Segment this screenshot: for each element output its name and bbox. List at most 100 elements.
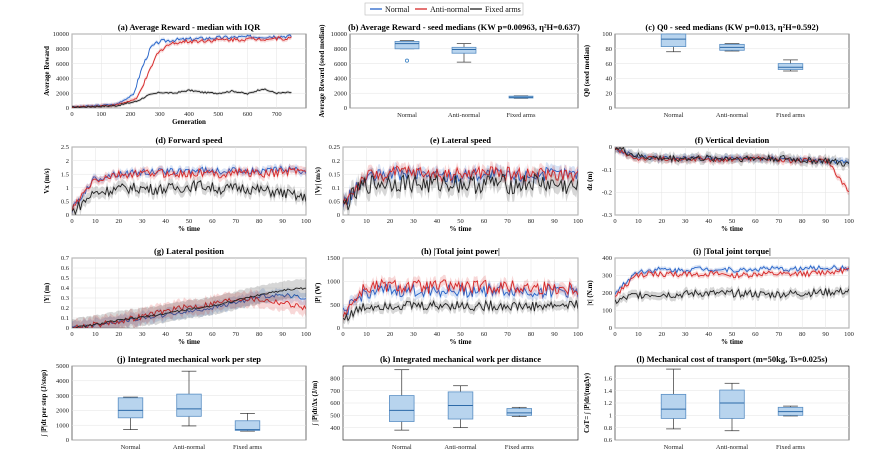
outlier-point <box>404 58 409 63</box>
x-axis-label: % time <box>178 338 200 346</box>
iqr-band-anti-normal <box>343 160 578 211</box>
ytick-label: 0.5 <box>61 275 69 282</box>
series-group-e <box>343 160 578 215</box>
box-fixed-arms <box>234 413 261 432</box>
iqr-band-normal <box>343 279 578 320</box>
iqr-band-anti-normal <box>72 163 306 215</box>
category-label: Fixed arms <box>505 444 535 451</box>
panel-title: (a) Average Reward - median with IQR <box>118 22 261 32</box>
ytick-label: 1000 <box>56 422 69 429</box>
xtick-label: 70 <box>233 331 240 338</box>
box-fixed-arms <box>777 59 804 72</box>
xtick-label: 10 <box>92 331 99 338</box>
ytick-label: 3000 <box>56 393 69 400</box>
category-label: Fixed arms <box>233 444 263 451</box>
xtick-label: 700 <box>272 111 282 118</box>
ytick-label: 2000 <box>334 90 347 97</box>
xtick-label: 600 <box>243 111 253 118</box>
x-axis-label: % time <box>450 338 472 346</box>
ytick-label: 0.05 <box>329 199 340 206</box>
category-label: Fixed arms <box>506 112 536 119</box>
ytick-label: 0 <box>66 325 69 332</box>
xtick-label: 70 <box>504 331 511 338</box>
ytick-label: 0.15 <box>329 171 340 178</box>
series-line-fixed-arms <box>72 179 306 215</box>
y-axis-label: Q0 (seed median) <box>583 44 591 97</box>
xtick-label: 0 <box>613 218 616 225</box>
ytick-label: 200 <box>602 290 612 297</box>
xtick-label: 10 <box>363 331 370 338</box>
legend-label-2: Fixed arms <box>485 5 521 14</box>
category-label: Fixed arms <box>776 444 806 451</box>
box-normal <box>660 33 687 53</box>
xtick-label: 20 <box>659 331 666 338</box>
panel-l: 0.6 0.8 1 1.2 1.4 1.6 Normal Anti-normal Fixed a… <box>583 354 850 451</box>
box-iqr <box>389 395 415 422</box>
panel-j: 0 1000 2000 3000 4000 5000 Normal Anti-normal Fi… <box>40 354 307 451</box>
ytick-label: 1500 <box>327 255 340 262</box>
xtick-label: 90 <box>822 218 829 225</box>
panel-title: (h) |Total joint power| <box>421 246 500 256</box>
ytick-label: -0.1 <box>602 167 612 174</box>
category-label: Anti-normal <box>716 444 748 451</box>
xtick-label: 60 <box>752 331 759 338</box>
iqr-band-normal <box>343 162 578 213</box>
xtick-label: 10 <box>92 218 99 225</box>
box-normal <box>394 40 420 63</box>
ytick-label: 40 <box>606 76 613 83</box>
ytick-label: 0.6 <box>604 437 613 444</box>
series-line-fixed-arms <box>615 147 849 167</box>
series-line-anti-normal <box>615 147 849 193</box>
xtick-label: 100 <box>301 331 311 338</box>
ytick-label: 0.1 <box>61 315 69 322</box>
category-label: Normal <box>392 444 412 451</box>
y-axis-label: |τ| (N.m) <box>586 280 594 306</box>
ytick-label: 0 <box>337 212 340 219</box>
xtick-label: 50 <box>729 331 736 338</box>
box-iqr <box>660 33 687 47</box>
ytick-label: 4000 <box>56 378 69 385</box>
category-label: Anti-normal <box>444 444 476 451</box>
box-iqr <box>777 63 804 70</box>
xtick-label: 300 <box>155 111 165 118</box>
panel-title: (e) Lateral speed <box>430 135 491 145</box>
box-iqr <box>117 397 144 419</box>
legend: Normal Anti-normal Fixed arms <box>364 2 524 16</box>
series-line-fixed-arms <box>343 173 578 211</box>
category-label: Normal <box>664 444 684 451</box>
box-iqr <box>451 46 477 54</box>
series-line-anti-normal <box>343 278 578 318</box>
panel-k: 400 500 600 700 800 Normal Anti-normal Fixed ar… <box>311 354 579 451</box>
iqr-band-anti-normal <box>343 274 578 323</box>
series-line-fixed-arms <box>72 88 292 108</box>
xtick-label: 70 <box>504 218 511 225</box>
ytick-label: 0.1 <box>332 185 340 192</box>
box-iqr <box>176 393 202 417</box>
ytick-label: 0.6 <box>61 265 70 272</box>
xtick-label: 60 <box>481 218 488 225</box>
y-axis-label: Average Reward (seed median) <box>318 24 326 118</box>
xtick-label: 90 <box>279 218 286 225</box>
ytick-label: 5000 <box>56 363 69 370</box>
ytick-label: 1 <box>66 185 69 192</box>
box-normal <box>117 396 144 430</box>
box-normal <box>389 369 415 431</box>
ytick-label: 2000 <box>56 90 69 97</box>
ytick-label: 1 <box>609 413 612 420</box>
ytick-label: 0 <box>66 212 69 219</box>
series-line-anti-normal <box>72 36 292 108</box>
ytick-label: 1.2 <box>604 400 612 407</box>
xtick-label: 40 <box>162 331 169 338</box>
xtick-label: 20 <box>659 218 666 225</box>
xtick-label: 30 <box>410 218 417 225</box>
xtick-label: 70 <box>776 331 783 338</box>
xtick-label: 20 <box>387 218 394 225</box>
ytick-label: 500 <box>330 302 340 309</box>
iqr-band-fixed-arms <box>72 278 306 328</box>
ytick-label: 6000 <box>56 61 69 68</box>
xtick-label: 200 <box>126 111 136 118</box>
xtick-label: 30 <box>410 331 417 338</box>
xtick-label: 0 <box>70 331 73 338</box>
ytick-label: 10000 <box>53 31 69 38</box>
xtick-label: 30 <box>682 331 689 338</box>
